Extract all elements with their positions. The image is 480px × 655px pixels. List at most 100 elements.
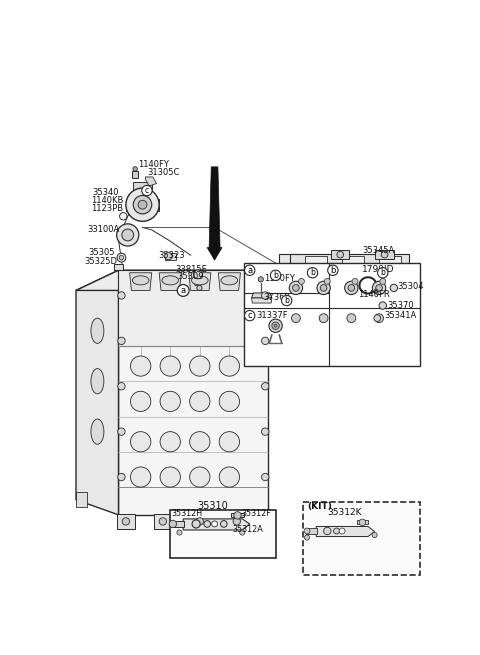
Polygon shape [130,272,152,290]
Circle shape [337,252,344,258]
Circle shape [380,278,386,284]
Ellipse shape [160,391,180,411]
Circle shape [244,265,255,275]
Text: 35370: 35370 [387,301,414,310]
Text: 1140FY: 1140FY [138,160,169,169]
Text: 35310: 35310 [197,501,228,512]
Circle shape [118,383,125,390]
Circle shape [244,310,255,321]
Text: 35312A: 35312A [233,525,264,534]
Polygon shape [114,264,123,271]
Circle shape [233,517,240,525]
Circle shape [117,224,139,246]
Text: a: a [180,286,186,295]
Polygon shape [76,271,268,290]
Circle shape [372,281,386,295]
Circle shape [304,535,310,540]
Circle shape [274,324,277,328]
Circle shape [118,337,125,345]
Polygon shape [119,271,268,515]
Polygon shape [231,514,244,517]
Circle shape [262,474,269,481]
Circle shape [299,278,304,284]
Ellipse shape [219,356,240,376]
Polygon shape [145,177,156,186]
Circle shape [289,281,302,295]
Ellipse shape [131,391,151,411]
Text: c: c [247,311,252,320]
Polygon shape [189,272,211,290]
Circle shape [117,253,126,262]
Bar [375,295,386,303]
Circle shape [281,295,292,306]
Circle shape [347,314,356,323]
Text: a: a [247,266,252,274]
Circle shape [390,284,397,291]
Text: b: b [330,266,336,274]
Ellipse shape [160,467,180,487]
Ellipse shape [190,432,210,452]
Bar [191,514,209,529]
Ellipse shape [160,432,180,452]
Circle shape [262,383,269,390]
Ellipse shape [131,467,151,487]
Polygon shape [133,182,152,192]
Circle shape [378,268,388,278]
Circle shape [142,185,152,196]
Text: b: b [273,271,278,280]
Text: 35340: 35340 [93,188,119,197]
Text: 35325D: 35325D [84,257,118,266]
Ellipse shape [190,467,210,487]
Text: 35305: 35305 [88,248,114,257]
Circle shape [324,278,330,284]
Circle shape [262,428,269,436]
Circle shape [376,284,383,291]
Text: 35304: 35304 [397,282,424,291]
Circle shape [359,519,366,526]
Circle shape [120,213,127,220]
Text: 1123PB: 1123PB [92,204,124,213]
Circle shape [324,527,331,534]
Bar [119,230,130,240]
Circle shape [177,284,189,296]
Circle shape [220,521,227,527]
Circle shape [118,474,125,481]
Circle shape [339,528,345,534]
Text: 35312H: 35312H [171,509,202,518]
Bar [154,514,172,529]
Polygon shape [183,519,250,530]
Bar [170,510,276,557]
Text: 35323: 35323 [159,251,185,259]
Bar [292,295,300,316]
Circle shape [270,270,281,280]
Circle shape [320,284,327,291]
Ellipse shape [160,356,180,376]
Text: 35312K: 35312K [327,508,362,517]
Text: (KIT): (KIT) [308,502,333,512]
Bar [244,263,420,366]
Text: 31305C: 31305C [147,168,180,178]
Circle shape [204,521,211,527]
Polygon shape [375,250,394,259]
Polygon shape [316,527,374,536]
Circle shape [165,252,172,260]
Ellipse shape [219,432,240,452]
Circle shape [138,200,147,209]
Circle shape [293,284,299,291]
Circle shape [291,314,300,323]
Text: 31337F: 31337F [256,310,288,320]
Circle shape [122,229,133,241]
Circle shape [317,281,330,295]
Circle shape [307,268,318,278]
Polygon shape [252,293,272,298]
Bar [76,492,87,507]
Polygon shape [331,250,349,259]
Circle shape [381,252,388,258]
Circle shape [372,533,377,538]
Circle shape [119,255,124,260]
Ellipse shape [91,318,104,343]
Circle shape [348,284,355,291]
Bar [342,256,364,269]
Polygon shape [207,248,222,260]
Polygon shape [159,272,181,290]
